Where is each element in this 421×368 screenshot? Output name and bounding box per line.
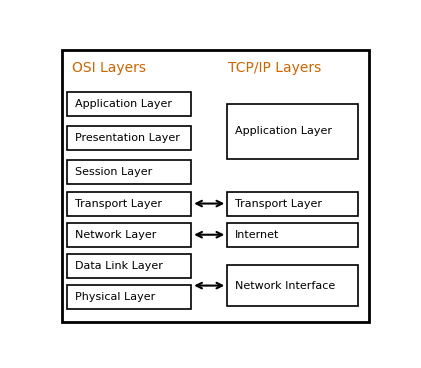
Bar [227, 104, 358, 159]
Text: Application Layer: Application Layer [235, 126, 332, 136]
Bar [67, 160, 191, 184]
Bar [67, 254, 191, 278]
Text: Network Interface: Network Interface [235, 281, 336, 291]
Bar [67, 191, 191, 216]
Text: OSI Layers: OSI Layers [72, 61, 146, 75]
Bar [227, 191, 358, 216]
Text: TCP/IP Layers: TCP/IP Layers [228, 61, 321, 75]
Text: Data Link Layer: Data Link Layer [75, 261, 163, 271]
Text: Application Layer: Application Layer [75, 99, 173, 109]
Bar [67, 92, 191, 116]
Text: Transport Layer: Transport Layer [75, 199, 163, 209]
Bar [227, 223, 358, 247]
Text: Presentation Layer: Presentation Layer [75, 133, 180, 144]
Bar [67, 126, 191, 151]
Bar [67, 285, 191, 309]
Text: Physical Layer: Physical Layer [75, 292, 156, 302]
Bar [227, 265, 358, 306]
Text: Transport Layer: Transport Layer [235, 199, 322, 209]
Text: Network Layer: Network Layer [75, 230, 157, 240]
Text: Session Layer: Session Layer [75, 167, 153, 177]
Text: Internet: Internet [235, 230, 280, 240]
Bar [67, 223, 191, 247]
